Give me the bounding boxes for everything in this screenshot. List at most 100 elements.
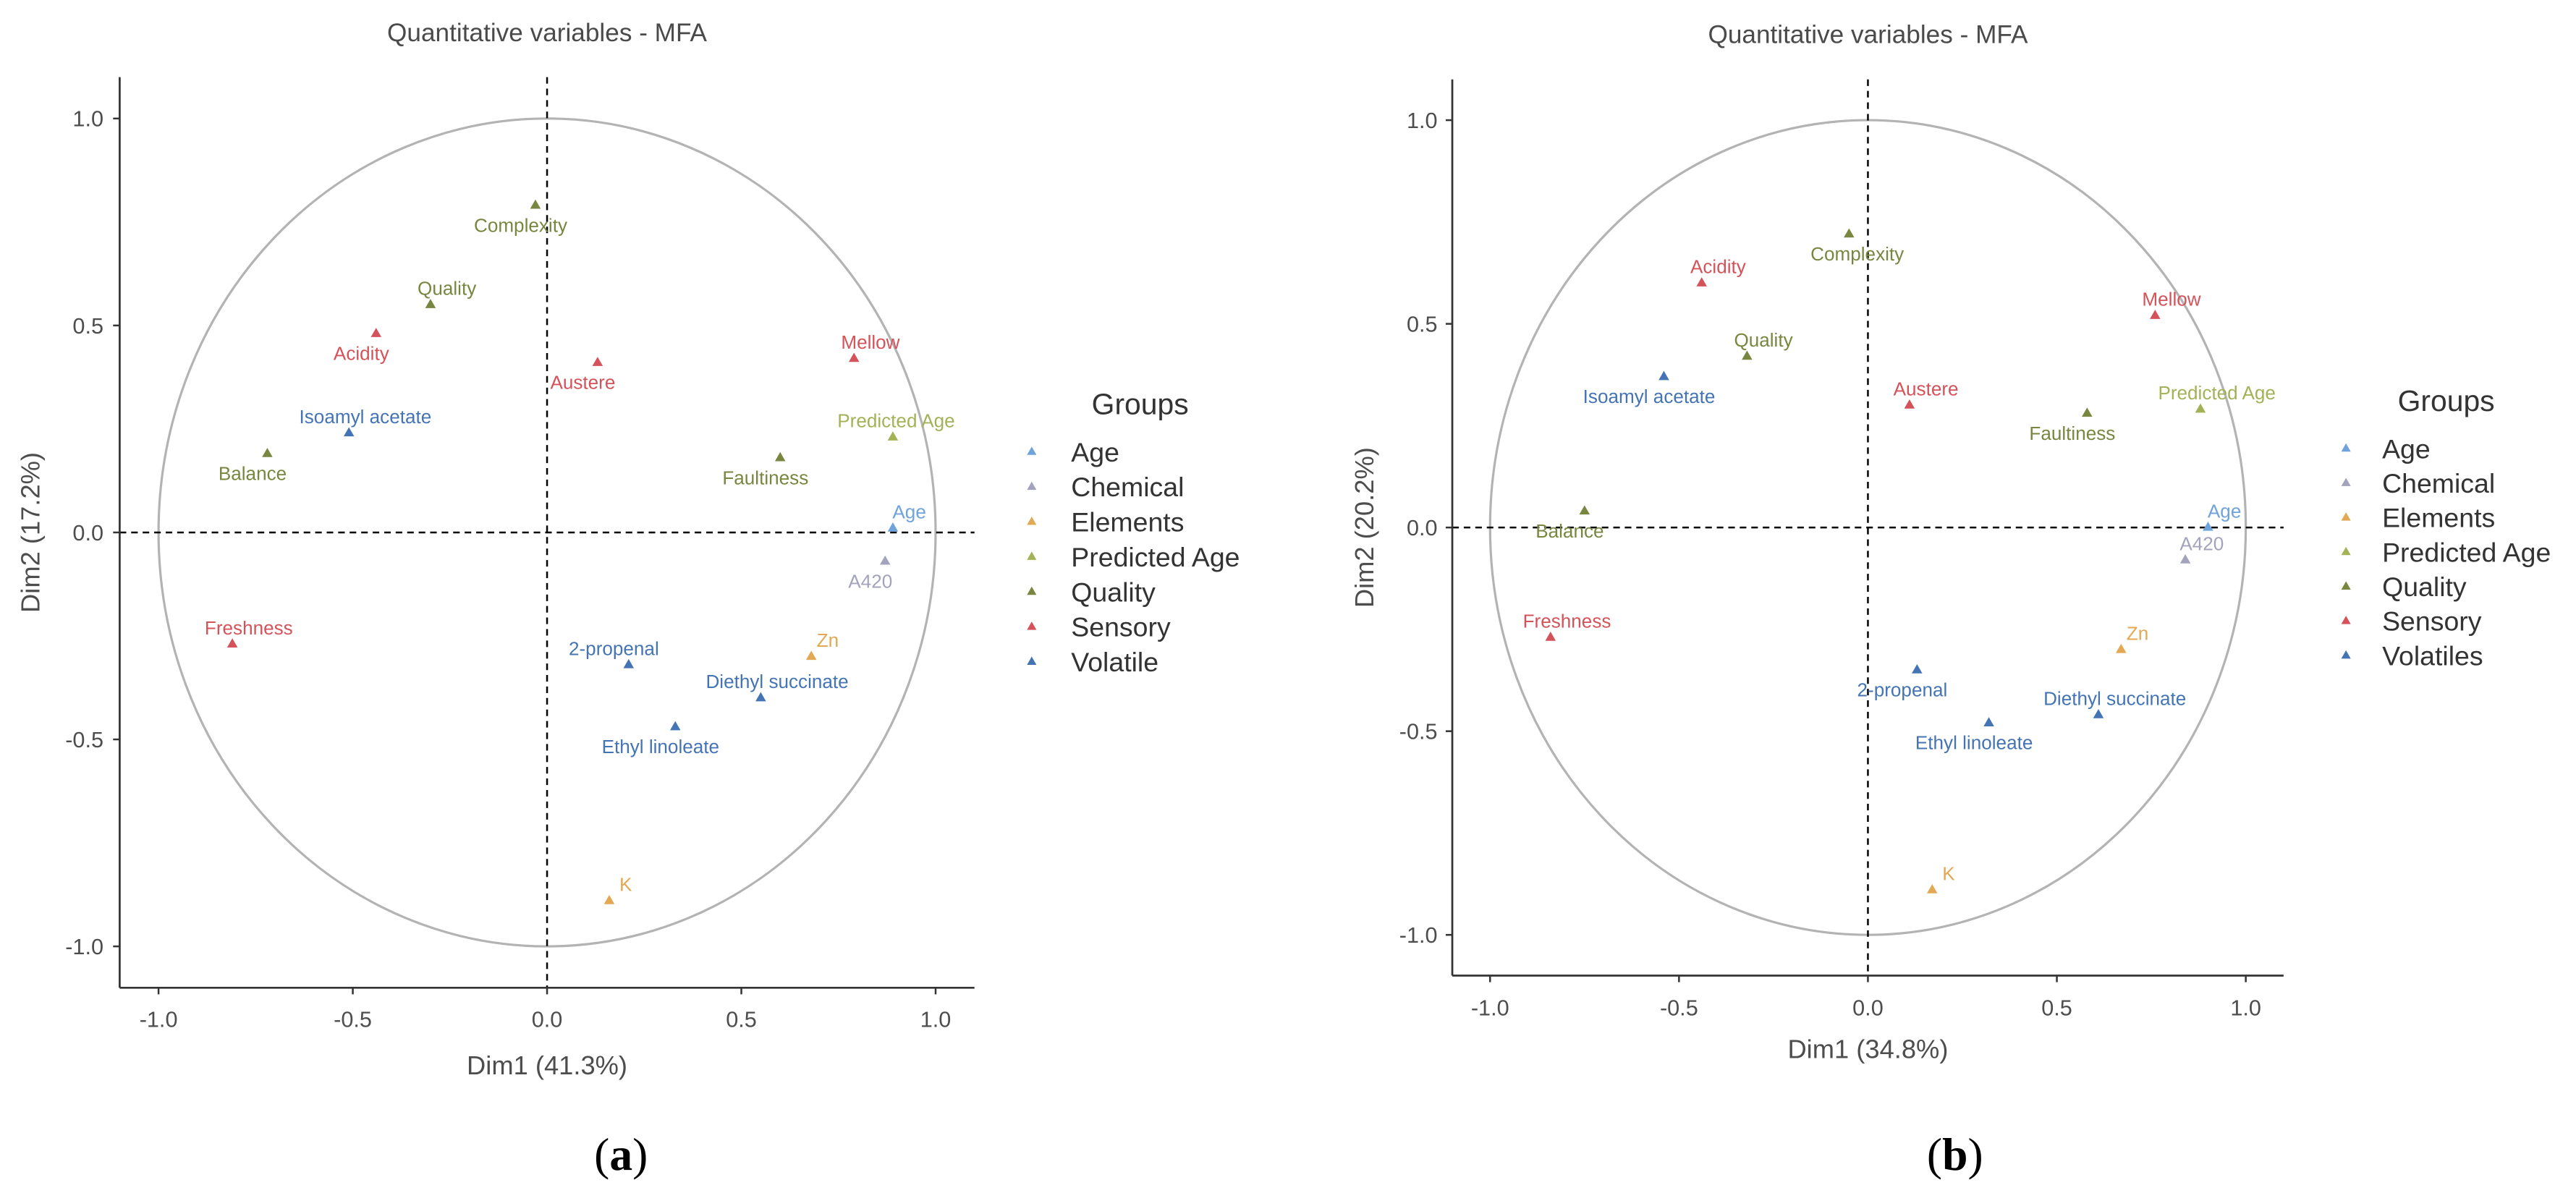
- data-point-label: A420: [848, 570, 892, 592]
- legend-key-icon: [2341, 443, 2351, 452]
- legend-item-label: Volatiles: [2382, 640, 2483, 671]
- data-point: [1658, 370, 1669, 381]
- data-point: [1926, 884, 1938, 893]
- data-point-label: Diethyl succinate: [706, 671, 848, 692]
- legend-key-icon: [1027, 481, 1037, 491]
- data-point: [2150, 310, 2161, 319]
- data-point: [2082, 407, 2093, 417]
- y-tick-label: 0.0: [72, 521, 103, 545]
- data-point-label: Ethyl linoleate: [1915, 732, 2033, 754]
- data-point-label: Austere: [550, 372, 615, 394]
- y-axis-title: Dim2 (20.2%): [1350, 447, 1379, 608]
- data-point-label: Complexity: [474, 214, 567, 236]
- data-point-label: K: [1942, 863, 1955, 885]
- data-point-label: 2-propenal: [569, 637, 659, 659]
- data-point: [1983, 717, 1994, 726]
- data-point: [343, 427, 355, 437]
- data-point: [848, 352, 860, 362]
- data-point-label: Mellow: [841, 331, 899, 353]
- data-point-label: Ethyl linoleate: [602, 736, 719, 757]
- data-point-label: Quality: [418, 278, 476, 300]
- panel-label: (b): [1927, 1129, 1983, 1180]
- legend-item-label: Sensory: [2382, 606, 2482, 637]
- data-point: [2116, 643, 2127, 653]
- x-axis-title: Dim1 (41.3%): [467, 1050, 627, 1080]
- data-point: [1742, 350, 1753, 360]
- legend-key-icon: [2341, 546, 2351, 556]
- legend-key-icon: [1027, 586, 1037, 595]
- data-point: [370, 328, 382, 337]
- legend-item-label: Quality: [2382, 572, 2467, 602]
- legend-item-label: Volatile: [1071, 647, 1158, 677]
- data-point: [1545, 631, 1556, 641]
- x-tick-label: 0.0: [1852, 995, 1884, 1020]
- y-axis-title: Dim2 (17.2%): [15, 452, 45, 613]
- data-point-label: Isoamyl acetate: [300, 406, 432, 428]
- y-tick-label: 1.0: [1407, 109, 1438, 133]
- legend-item-label: Age: [2382, 433, 2431, 464]
- data-point: [887, 522, 899, 532]
- legend-key-icon: [2341, 650, 2351, 659]
- data-point-label: A420: [2179, 533, 2224, 555]
- panel-label-part: ): [1967, 1129, 1983, 1180]
- data-point: [879, 555, 891, 565]
- x-tick-label: -1.0: [140, 1007, 178, 1032]
- legend-item-label: Elements: [1071, 507, 1184, 538]
- x-tick-label: 0.0: [532, 1007, 563, 1032]
- panel-label-part: (: [594, 1129, 609, 1180]
- legend-title: Groups: [2398, 384, 2495, 417]
- data-point-label: K: [619, 874, 632, 896]
- panel-label-part: a: [609, 1129, 632, 1180]
- data-point: [1912, 664, 1923, 674]
- data-point-label: Balance: [1535, 520, 1603, 542]
- y-tick-label: -1.0: [1399, 923, 1438, 948]
- legend-item-label: Predicted Age: [2382, 537, 2551, 567]
- data-point-label: Predicted Age: [837, 410, 954, 432]
- data-point: [2195, 403, 2206, 413]
- data-point-label: Predicted Age: [2158, 382, 2275, 404]
- data-point: [226, 638, 238, 648]
- legend: Groups Age Chemical Elements Predicted Age Qu…: [2341, 384, 2551, 671]
- data-point: [805, 650, 817, 661]
- data-point: [425, 299, 436, 308]
- legend: Groups Age Chemical Elements Predicted Age Qu…: [1027, 387, 1240, 677]
- data-point: [1579, 505, 1590, 515]
- x-tick-label: 0.5: [726, 1007, 757, 1032]
- legend-item-label: Quality: [1071, 577, 1156, 607]
- data-point: [887, 431, 899, 441]
- data-point: [669, 721, 681, 731]
- data-point: [603, 894, 615, 904]
- data-point-label: Age: [2208, 501, 2241, 522]
- y-tick-label: -0.5: [1399, 720, 1438, 744]
- data-point-label: Quality: [1734, 329, 1792, 351]
- y-tick-label: 0.0: [1407, 516, 1438, 540]
- data-point-label: Zn: [2127, 622, 2148, 644]
- data-point: [530, 199, 541, 209]
- x-tick-label: -0.5: [1660, 995, 1698, 1020]
- legend-key-icon: [2341, 616, 2351, 624]
- legend-key-icon: [2341, 477, 2351, 486]
- data-point-label: Age: [892, 501, 925, 523]
- x-tick-label: 0.5: [2041, 995, 2072, 1020]
- legend-item-label: Age: [1071, 437, 1119, 467]
- panel-label: (a): [594, 1129, 648, 1180]
- y-tick-label: 0.5: [72, 314, 103, 339]
- data-point: [623, 658, 635, 668]
- data-point: [1696, 277, 1707, 286]
- data-point-label: Isoamyl acetate: [1583, 386, 1716, 407]
- data-point-label: Freshness: [205, 617, 293, 639]
- chart-panel: Quantitative variables - MFA -1.0 -0.5 0.0 0…: [1350, 20, 2551, 1180]
- data-point-label: Austere: [1894, 378, 1959, 400]
- legend-key-icon: [1027, 621, 1037, 630]
- y-tick-label: -0.5: [65, 728, 103, 752]
- data-point-label: Acidity: [1690, 256, 1746, 278]
- data-point-label: 2-propenal: [1857, 679, 1948, 701]
- data-point: [1844, 228, 1855, 238]
- legend-key-icon: [1027, 517, 1037, 525]
- panel-label-part: ): [632, 1129, 648, 1180]
- panel-label-part: (: [1927, 1129, 1942, 1180]
- legend-title: Groups: [1092, 387, 1189, 420]
- x-tick-label: 1.0: [920, 1007, 952, 1032]
- x-axis-title: Dim1 (34.8%): [1787, 1034, 1948, 1063]
- data-point-label: Acidity: [334, 343, 389, 365]
